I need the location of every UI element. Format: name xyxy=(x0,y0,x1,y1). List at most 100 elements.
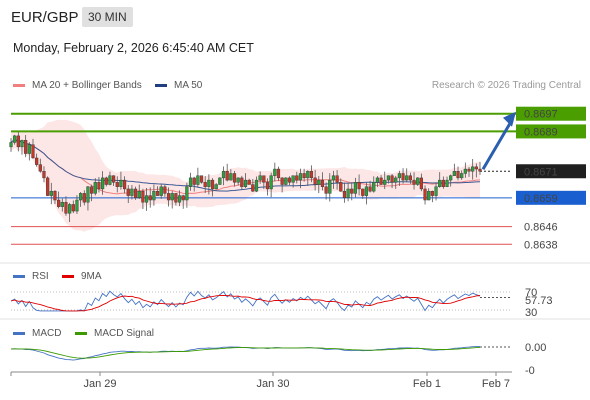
candle-body xyxy=(430,190,434,196)
price-level-tag-0 xyxy=(516,106,586,121)
candle-body xyxy=(434,186,438,196)
candle-body xyxy=(339,182,343,192)
candle-body xyxy=(254,179,259,192)
candle-body xyxy=(324,186,328,194)
candle-body xyxy=(298,173,303,181)
candle-body xyxy=(427,190,431,201)
candle-body xyxy=(394,177,398,183)
candle-body xyxy=(383,179,387,185)
price-level-label-4: 0.8646 xyxy=(524,222,558,234)
candle-body xyxy=(240,177,244,187)
candle-body xyxy=(13,135,17,143)
candle-body xyxy=(397,173,401,179)
candle-body xyxy=(108,175,112,185)
legend-label-rsi: RSI xyxy=(32,271,49,282)
candle-body xyxy=(163,186,167,194)
legend-rsi-9ma: 9MA xyxy=(62,271,102,282)
candle-body xyxy=(273,168,277,176)
rsi-level-label-70: 70 xyxy=(525,287,537,299)
candle-body xyxy=(152,190,156,201)
candle-body xyxy=(68,204,72,214)
timeframe-badge[interactable]: 30 MIN xyxy=(82,7,133,27)
legend-label-macd: MACD xyxy=(32,328,62,339)
candle-body xyxy=(170,193,174,201)
candle-body xyxy=(291,175,295,183)
candle-body xyxy=(126,188,130,196)
candle-body xyxy=(53,190,57,201)
price-levels: 0.8697 0.8689 0.8671 0.8659 0.8646 0.8638 xyxy=(11,106,586,251)
candlesticks xyxy=(9,131,482,223)
candle-body xyxy=(122,179,127,190)
timestamp: Monday, February 2, 2026 6:45:40 AM CET xyxy=(13,41,254,55)
candle-body xyxy=(93,182,97,194)
candle-body xyxy=(416,177,420,185)
price-level-label-1: 0.8689 xyxy=(524,126,558,138)
candle-body xyxy=(346,188,350,199)
macd-signal-line xyxy=(10,346,481,359)
candle-body xyxy=(174,193,178,203)
candle-body xyxy=(166,193,171,201)
candle-body xyxy=(214,184,218,190)
candle-body xyxy=(203,182,207,187)
candle-body xyxy=(456,171,460,179)
candle-body xyxy=(218,177,222,185)
legend-macd-signal: MACD Signal xyxy=(75,328,154,339)
candle-body xyxy=(467,168,471,172)
candle-body xyxy=(460,173,464,179)
candle-body xyxy=(328,179,332,194)
price-level-label-3: 0.8659 xyxy=(524,193,558,205)
candle-body xyxy=(20,140,24,148)
legend-label-macd-signal: MACD Signal xyxy=(94,328,155,339)
legend-label-9ma: 9MA xyxy=(81,271,102,282)
time-tick-label: Jan 30 xyxy=(256,378,289,390)
candle-body xyxy=(251,184,255,192)
candle-body xyxy=(441,179,445,187)
candle-body xyxy=(350,188,354,194)
candle-body xyxy=(313,177,317,185)
price-level-tag-1 xyxy=(516,124,586,139)
rsi-9ma-line xyxy=(10,295,481,312)
candle-body xyxy=(229,173,233,181)
candle-body xyxy=(90,186,94,194)
candle-body xyxy=(243,179,248,187)
candle-body xyxy=(280,177,284,185)
candle-body xyxy=(49,190,53,196)
research-credit: Research © 2026 Trading Central xyxy=(431,80,581,91)
time-tick-label: Jan 29 xyxy=(83,378,116,390)
legend-swatch-9ma xyxy=(62,275,74,278)
candle-body xyxy=(361,188,365,196)
candle-body xyxy=(372,182,376,192)
candle-body xyxy=(196,175,200,185)
candle-body xyxy=(357,182,361,190)
candle-body xyxy=(57,199,61,207)
projection-line xyxy=(481,120,513,171)
candle-body xyxy=(265,182,270,190)
instrument-title: EUR/GBP xyxy=(11,9,79,26)
candle-body xyxy=(119,179,123,187)
candle-body xyxy=(335,175,339,183)
candle-body xyxy=(478,168,482,172)
candle-body xyxy=(86,186,90,203)
candle-body xyxy=(192,177,196,185)
candle-body xyxy=(449,175,453,181)
rsi-line xyxy=(10,290,481,312)
candle-body xyxy=(97,182,101,190)
candle-body xyxy=(474,166,478,170)
macd-panel: 0.00 -0 xyxy=(10,342,546,377)
candle-body xyxy=(438,179,442,187)
candle-body xyxy=(258,175,262,181)
chart-header: EUR/GBP 30 MIN Monday, February 2, 2026 … xyxy=(0,0,590,80)
candle-body xyxy=(405,175,409,181)
candle-body xyxy=(302,173,306,179)
legend-swatch-macd xyxy=(13,332,25,335)
legend-swatch-macd-signal xyxy=(75,332,87,335)
legend-ma20-bollinger: MA 20 + Bollinger Bands xyxy=(13,80,142,91)
candle-body xyxy=(269,175,273,190)
candle-body xyxy=(115,182,119,187)
candle-body xyxy=(185,186,189,201)
candle-body xyxy=(379,177,383,185)
time-tick-label: Feb 7 xyxy=(482,378,510,390)
candle-body xyxy=(71,204,75,212)
candle-body xyxy=(31,144,35,159)
